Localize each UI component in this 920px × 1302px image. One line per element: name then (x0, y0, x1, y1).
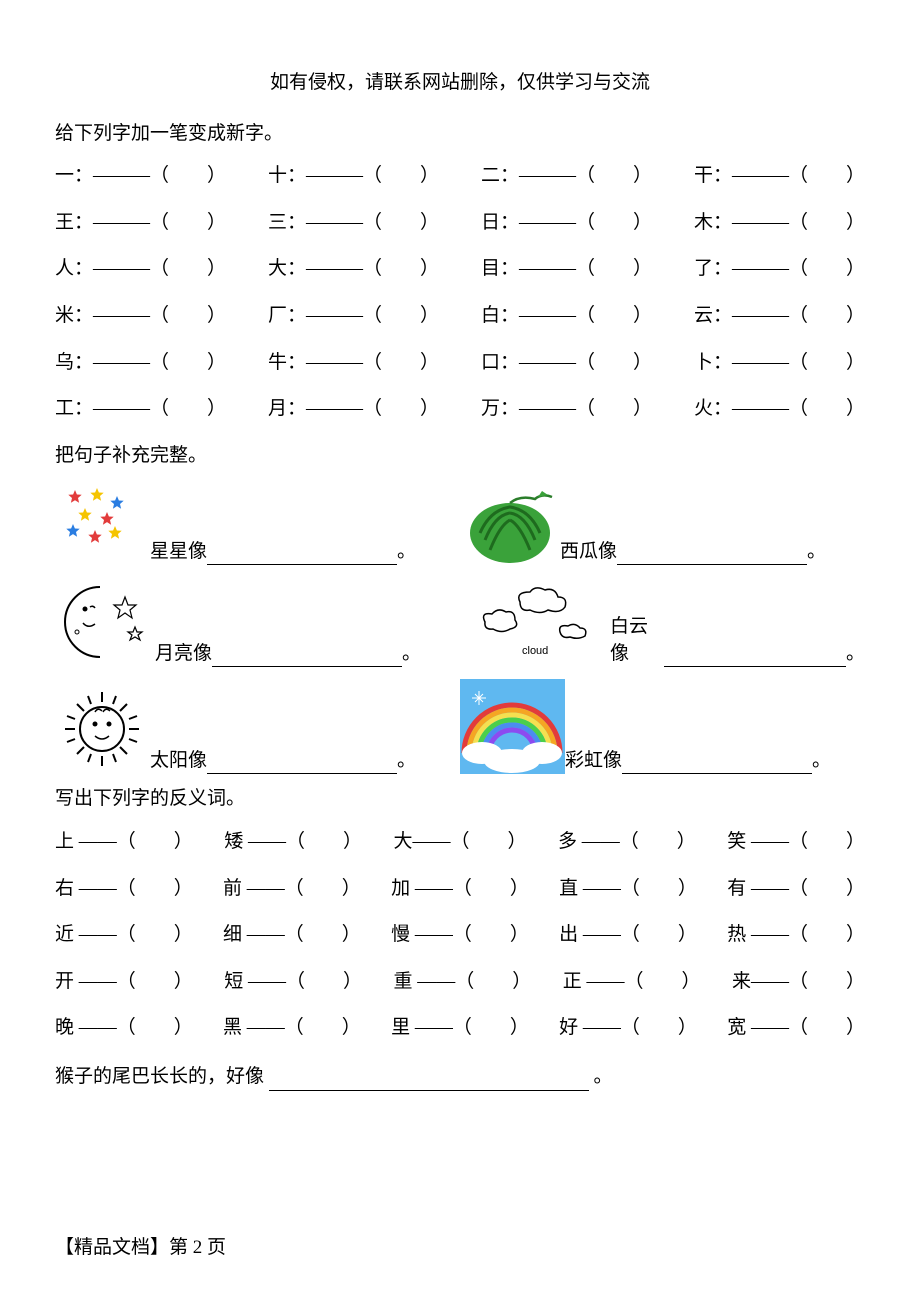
simile-block: 星星像 。 西瓜像 。 (55, 485, 865, 774)
punct: 。 (846, 641, 865, 668)
sentence-prefix: 猴子的尾巴长长的，好像 (55, 1066, 264, 1087)
cloud-icon: cloud (460, 582, 610, 667)
punct: 。 (402, 641, 421, 668)
punct: 。 (594, 1066, 613, 1087)
sun-icon (55, 684, 150, 774)
antonym-item: 近 ——（ ） (55, 922, 193, 949)
simile-label: 太阳像 (150, 748, 207, 775)
footer: 【精品文档】第 2 页 (55, 1235, 226, 1262)
simile-label: 彩虹像 (565, 748, 622, 775)
antonym-item: 有 ——（ ） (727, 876, 865, 903)
stroke-item: 目：———（ ） (481, 256, 652, 283)
stroke-item: 卜：———（ ） (694, 350, 865, 377)
stroke-item: 白：———（ ） (481, 303, 652, 330)
blank-line[interactable] (622, 756, 812, 774)
blank-line[interactable] (212, 649, 402, 667)
simile-label: 星星像 (150, 539, 207, 566)
rainbow-icon (460, 679, 565, 774)
header-note: 如有侵权，请联系网站删除，仅供学习与交流 (55, 70, 865, 97)
punct: 。 (397, 539, 416, 566)
antonym-item: 右 ——（ ） (55, 876, 193, 903)
antonym-item: 出 ——（ ） (559, 922, 697, 949)
antonym-item: 晚 ——（ ） (55, 1015, 193, 1042)
stroke-item: 木：———（ ） (694, 210, 865, 237)
stroke-item: 厂：———（ ） (268, 303, 439, 330)
stroke-item: 大：———（ ） (268, 256, 439, 283)
antonym-item: 好 ——（ ） (559, 1015, 697, 1042)
simile-label: 西瓜像 (560, 539, 617, 566)
stroke-item: 火：———（ ） (694, 396, 865, 423)
stroke-item: 米：———（ ） (55, 303, 226, 330)
blank-line[interactable] (664, 649, 846, 667)
section3-title: 写出下列字的反义词。 (55, 786, 865, 813)
section2-title: 把句子补充完整。 (55, 443, 865, 470)
sentence-line: 猴子的尾巴长长的，好像 。 (55, 1064, 865, 1091)
antonym-item: 里 ——（ ） (391, 1015, 529, 1042)
antonym-item: 来——（ ） (732, 969, 865, 996)
simile-label: 白云像 (610, 614, 664, 667)
stroke-item: 万：———（ ） (481, 396, 652, 423)
section1-title: 给下列字加一笔变成新字。 (55, 121, 865, 148)
stroke-item: 一：———（ ） (55, 163, 226, 190)
stroke-item: 乌：———（ ） (55, 350, 226, 377)
antonym-item: 加 ——（ ） (391, 876, 529, 903)
simile-label: 月亮像 (155, 641, 212, 668)
stroke-item: 日：———（ ） (481, 210, 652, 237)
antonym-item: 大——（ ） (393, 829, 526, 856)
antonym-item: 笑 ——（ ） (727, 829, 865, 856)
antonym-item: 细 ——（ ） (223, 922, 361, 949)
antonym-item: 慢 ——（ ） (391, 922, 529, 949)
stroke-item: 王：———（ ） (55, 210, 226, 237)
stroke-item: 口：———（ ） (481, 350, 652, 377)
antonym-item: 重 ——（ ） (393, 969, 531, 996)
antonym-item: 短 ——（ ） (224, 969, 362, 996)
antonym-item: 矮 ——（ ） (224, 829, 362, 856)
watermelon-icon (460, 485, 560, 565)
stroke-item: 工：———（ ） (55, 396, 226, 423)
stroke-item: 牛：———（ ） (268, 350, 439, 377)
punct: 。 (812, 748, 831, 775)
stroke-item: 三：———（ ） (268, 210, 439, 237)
antonym-item: 正 ——（ ） (563, 969, 701, 996)
antonym-item: 多 ——（ ） (558, 829, 696, 856)
stars-icon (55, 485, 150, 565)
stroke-item: 人：———（ ） (55, 256, 226, 283)
antonym-item: 上 ——（ ） (55, 829, 193, 856)
stroke-item: 二：———（ ） (481, 163, 652, 190)
stroke-item: 十：———（ ） (268, 163, 439, 190)
punct: 。 (397, 748, 416, 775)
stroke-item: 干：———（ ） (694, 163, 865, 190)
stroke-grid: 一：———（ ） 十：———（ ） 二：———（ ） 干：———（ ） 王：———（ ）… (55, 163, 865, 423)
blank-line[interactable] (207, 547, 397, 565)
antonym-item: 热 ——（ ） (727, 922, 865, 949)
cloud-caption: cloud (522, 645, 548, 657)
stroke-item: 了：———（ ） (694, 256, 865, 283)
antonym-item: 宽 ——（ ） (727, 1015, 865, 1042)
blank-line[interactable] (269, 1073, 589, 1091)
blank-line[interactable] (617, 547, 807, 565)
antonym-item: 黑 ——（ ） (223, 1015, 361, 1042)
antonym-grid: 上 ——（ ） 矮 ——（ ） 大——（ ） 多 ——（ ） 笑 ——（ ） 右 ——（ … (55, 829, 865, 1042)
stroke-item: 云：———（ ） (694, 303, 865, 330)
antonym-item: 开 ——（ ） (55, 969, 193, 996)
moon-icon (55, 577, 155, 667)
antonym-item: 直 ——（ ） (559, 876, 697, 903)
blank-line[interactable] (207, 756, 397, 774)
stroke-item: 月：———（ ） (268, 396, 439, 423)
antonym-item: 前 ——（ ） (223, 876, 361, 903)
punct: 。 (807, 539, 826, 566)
